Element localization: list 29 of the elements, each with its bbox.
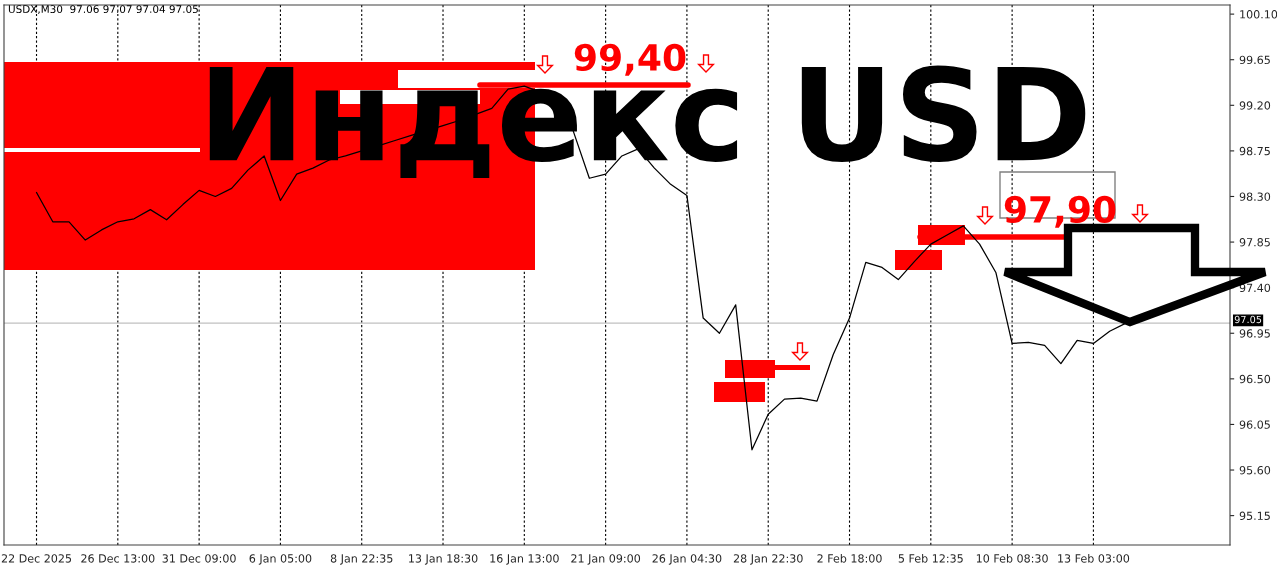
x-tick-label: 28 Jan 22:30 — [733, 554, 803, 565]
x-tick-label: 2 Feb 18:00 — [817, 554, 882, 563]
ref-line-label: 97,90 — [1004, 195, 1116, 228]
x-tick-label: 26 Jan 04:30 — [652, 554, 722, 565]
y-tick-label: 99.20 — [1239, 101, 1271, 110]
x-tick-label: 16 Jan 13:00 — [490, 554, 559, 565]
x-tick-label: 6 Jan 05:00 — [249, 554, 312, 565]
y-tick-label: 98.30 — [1239, 192, 1271, 201]
ref-line-label: 97.05 — [1234, 315, 1262, 324]
y-tick-label: 95.60 — [1239, 466, 1271, 475]
y-tick-label: 98.75 — [1239, 146, 1270, 156]
y-tick-label: 96.05 — [1239, 420, 1270, 429]
y-tick-label: 99.65 — [1239, 55, 1270, 65]
x-tick-label: 26 Dec 13:00 — [81, 554, 155, 563]
x-tick-label: 8 Jan 22:35 — [330, 554, 393, 565]
y-tick-label: 96.50 — [1239, 374, 1271, 384]
x-tick-label: 13 Jan 18:30 — [409, 554, 478, 565]
x-tick-label: 21 Jan 09:00 — [571, 554, 641, 565]
y-tick-label: 96.95 — [1239, 329, 1270, 338]
x-tick-label: 10 Feb 08:30 — [976, 554, 1048, 563]
y-tick-label: 100.10 — [1240, 10, 1277, 19]
y-tick-label: 97.40 — [1239, 283, 1271, 293]
x-tick-label: 5 Feb 12:35 — [898, 554, 963, 563]
chart-subtitle: USDX,M30 97.06 97.07 97.04 97.05 — [8, 5, 198, 15]
x-tick-label: 22 Dec 2025 — [1, 554, 72, 563]
x-tick-label: 13 Feb 03:00 — [1058, 554, 1130, 563]
y-tick-label: 97.85 — [1239, 238, 1270, 247]
x-tick-label: 31 Dec 09:00 — [162, 554, 236, 563]
y-tick-label: 95.15 — [1239, 511, 1270, 520]
